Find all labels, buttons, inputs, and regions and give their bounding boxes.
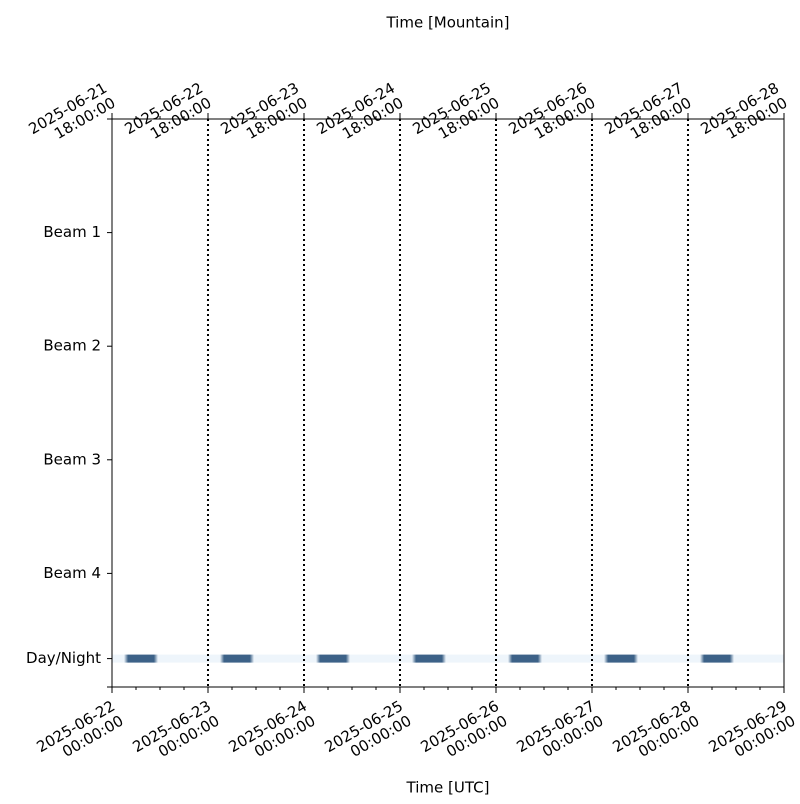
x2-tick-label: 2025-06-2618:00:00 — [505, 79, 598, 153]
y-tick-label: Beam 2 — [43, 337, 101, 355]
night-band — [700, 654, 734, 663]
x2-tick-label: 2025-06-2118:00:00 — [25, 79, 118, 153]
y-tick-label: Beam 3 — [43, 450, 101, 468]
x2-tick-label: 2025-06-2718:00:00 — [601, 79, 694, 153]
night-band — [508, 654, 542, 663]
day-band — [112, 654, 784, 663]
x-tick-label: 2025-06-2200:00:00 — [33, 697, 126, 771]
x2-axis-title: Time [Mountain] — [385, 14, 509, 32]
x-tick-label: 2025-06-2700:00:00 — [513, 697, 606, 771]
y-tick-label: Day/Night — [26, 649, 101, 667]
night-band — [220, 654, 254, 663]
night-band — [604, 654, 638, 663]
x2-tick-label: 2025-06-2418:00:00 — [313, 79, 406, 153]
x-tick-label: 2025-06-2300:00:00 — [129, 697, 222, 771]
x-tick-label: 2025-06-2400:00:00 — [225, 697, 318, 771]
night-band — [412, 654, 446, 663]
x-axis-title: Time [UTC] — [406, 779, 490, 797]
x2-tick-label: 2025-06-2518:00:00 — [409, 79, 502, 153]
x-tick-label: 2025-06-2900:00:00 — [705, 697, 798, 771]
plot-frame — [111, 118, 785, 688]
x-tick-label: 2025-06-2800:00:00 — [609, 697, 702, 771]
night-band — [316, 654, 350, 663]
x2-tick-label: 2025-06-2218:00:00 — [121, 79, 214, 153]
x-tick-label: 2025-06-2600:00:00 — [417, 697, 510, 771]
x2-tick-label: 2025-06-2318:00:00 — [217, 79, 310, 153]
y-tick-label: Beam 1 — [43, 223, 101, 241]
x-tick-label: 2025-06-2500:00:00 — [321, 697, 414, 771]
night-band — [124, 654, 158, 663]
y-tick-label: Beam 4 — [43, 564, 101, 582]
x2-tick-label: 2025-06-2818:00:00 — [697, 79, 790, 153]
